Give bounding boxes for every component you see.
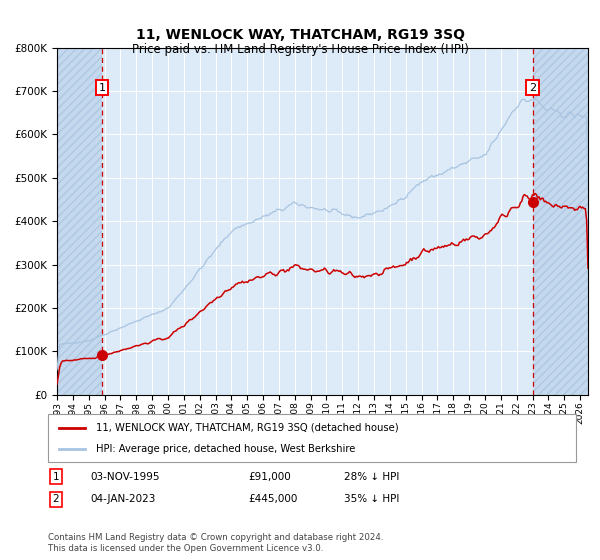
FancyBboxPatch shape xyxy=(48,414,576,462)
Text: 11, WENLOCK WAY, THATCHAM, RG19 3SQ (detached house): 11, WENLOCK WAY, THATCHAM, RG19 3SQ (det… xyxy=(95,423,398,433)
Text: Contains HM Land Registry data © Crown copyright and database right 2024.
This d: Contains HM Land Registry data © Crown c… xyxy=(48,533,383,553)
Text: 03-NOV-1995: 03-NOV-1995 xyxy=(90,472,160,482)
Text: 11, WENLOCK WAY, THATCHAM, RG19 3SQ: 11, WENLOCK WAY, THATCHAM, RG19 3SQ xyxy=(136,28,464,42)
Text: 28% ↓ HPI: 28% ↓ HPI xyxy=(344,472,399,482)
Text: HPI: Average price, detached house, West Berkshire: HPI: Average price, detached house, West… xyxy=(95,444,355,454)
Text: 2: 2 xyxy=(53,494,59,505)
Bar xyxy=(533,48,588,395)
Text: £445,000: £445,000 xyxy=(248,494,298,505)
Bar xyxy=(57,48,102,395)
Text: £91,000: £91,000 xyxy=(248,472,292,482)
Text: 1: 1 xyxy=(98,82,106,92)
Text: 1: 1 xyxy=(53,472,59,482)
Text: 2: 2 xyxy=(529,82,536,92)
Text: 35% ↓ HPI: 35% ↓ HPI xyxy=(344,494,399,505)
Text: Price paid vs. HM Land Registry's House Price Index (HPI): Price paid vs. HM Land Registry's House … xyxy=(131,43,469,56)
Text: 04-JAN-2023: 04-JAN-2023 xyxy=(90,494,155,505)
